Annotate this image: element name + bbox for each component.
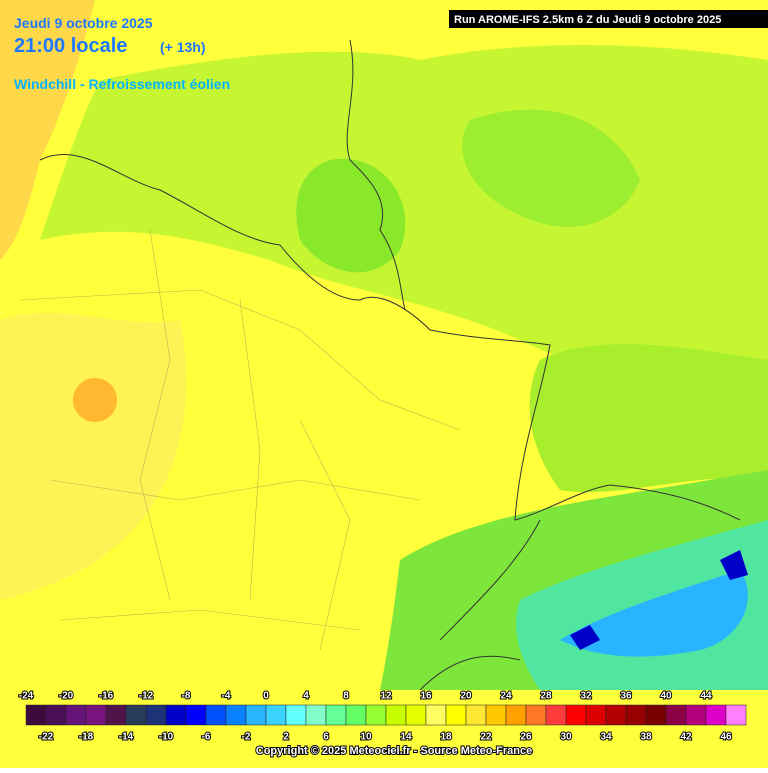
legend-swatch — [365, 704, 387, 726]
legend-label: -22 — [39, 732, 54, 743]
legend-swatch — [85, 704, 107, 726]
green-zone — [529, 344, 768, 493]
time: 21:00 locale — [14, 35, 127, 57]
legend-swatch — [505, 704, 527, 726]
legend-swatch — [105, 704, 127, 726]
legend-label: 26 — [520, 732, 532, 743]
legend-swatch — [605, 704, 627, 726]
legend-label: 10 — [360, 732, 372, 743]
border — [39, 154, 611, 521]
legend-swatch — [165, 704, 187, 726]
legend-label: 6 — [323, 732, 329, 743]
legend-swatch — [205, 704, 227, 726]
legend-swatch — [245, 704, 267, 726]
legend-label: -18 — [79, 732, 94, 743]
legend-swatch — [65, 704, 87, 726]
warm-zone — [0, 312, 187, 600]
legend-swatch — [525, 704, 547, 726]
legend-label: -8 — [182, 691, 191, 702]
legend-swatch — [445, 704, 467, 726]
legend-label: -4 — [222, 691, 231, 702]
legend-label: 22 — [480, 732, 492, 743]
cold-zone — [560, 570, 748, 657]
legend-swatch — [185, 704, 207, 726]
cold-zone — [570, 550, 748, 650]
legend-swatch — [25, 704, 47, 726]
legend-label: 40 — [660, 691, 672, 702]
legend-label: 46 — [720, 732, 732, 743]
legend-label: 16 — [420, 691, 432, 702]
legend-label: 34 — [600, 732, 612, 743]
legend-swatch — [685, 704, 707, 726]
legend-swatch — [465, 704, 487, 726]
legend-label: 24 — [500, 691, 512, 702]
legend-label: 12 — [380, 691, 392, 702]
legend-swatch — [305, 704, 327, 726]
legend-swatch — [485, 704, 507, 726]
legend-label: 8 — [343, 691, 349, 702]
legend-label: 36 — [620, 691, 632, 702]
legend-swatch — [625, 704, 647, 726]
legend-label: -20 — [59, 691, 74, 702]
legend: -24-22-20-18-16-14-12-10-8-6-4-202468101… — [18, 690, 747, 744]
legend-label: 18 — [440, 732, 452, 743]
legend-swatch — [225, 704, 247, 726]
legend-swatch — [345, 704, 367, 726]
legend-label: 28 — [540, 691, 552, 702]
department-borders — [19, 229, 461, 651]
legend-label: 20 — [460, 691, 472, 702]
legend-label: -10 — [159, 732, 174, 743]
legend-swatch — [145, 704, 167, 726]
legend-swatch — [385, 704, 407, 726]
copyright: Copyright © 2025 Meteociel.fr - Source M… — [256, 745, 532, 757]
sea — [0, 0, 95, 260]
border — [419, 484, 741, 691]
legend-swatch — [45, 704, 67, 726]
legend-swatch — [665, 704, 687, 726]
legend-label: 14 — [400, 732, 412, 743]
green-zone — [296, 158, 406, 273]
legend-label: 32 — [580, 691, 592, 702]
legend-label: 4 — [303, 691, 309, 702]
legend-label: 0 — [263, 691, 269, 702]
legend-label: 38 — [640, 732, 652, 743]
legend-label: -12 — [139, 691, 154, 702]
paris-heat — [73, 378, 117, 422]
legend-label: 30 — [560, 732, 572, 743]
green-zone — [462, 109, 640, 227]
legend-swatch — [705, 704, 727, 726]
legend-swatch — [125, 704, 147, 726]
border — [346, 39, 406, 311]
legend-swatch — [325, 704, 347, 726]
parameter: Windchill - Refroissement éolien — [14, 76, 230, 92]
legend-swatch — [285, 704, 307, 726]
legend-swatch — [585, 704, 607, 726]
legend-swatch — [645, 704, 667, 726]
legend-swatch — [565, 704, 587, 726]
legend-label: 42 — [680, 732, 692, 743]
legend-label: -16 — [99, 691, 114, 702]
legend-swatch — [405, 704, 427, 726]
offset: (+ 13h) — [160, 39, 206, 55]
legend-swatch — [545, 704, 567, 726]
legend-label: -24 — [19, 691, 34, 702]
legend-swatch — [425, 704, 447, 726]
run-box — [449, 10, 768, 28]
legend-label: 2 — [283, 732, 289, 743]
date: Jeudi 9 octobre 2025 — [14, 15, 153, 31]
legend-label: 44 — [700, 691, 712, 702]
legend-swatch — [725, 704, 747, 726]
legend-label: -6 — [202, 732, 211, 743]
legend-label: -2 — [242, 732, 251, 743]
legend-swatch — [265, 704, 287, 726]
run-info: Run AROME-IFS 2.5km 6 Z du Jeudi 9 octob… — [454, 14, 721, 26]
legend-label: -14 — [119, 732, 134, 743]
